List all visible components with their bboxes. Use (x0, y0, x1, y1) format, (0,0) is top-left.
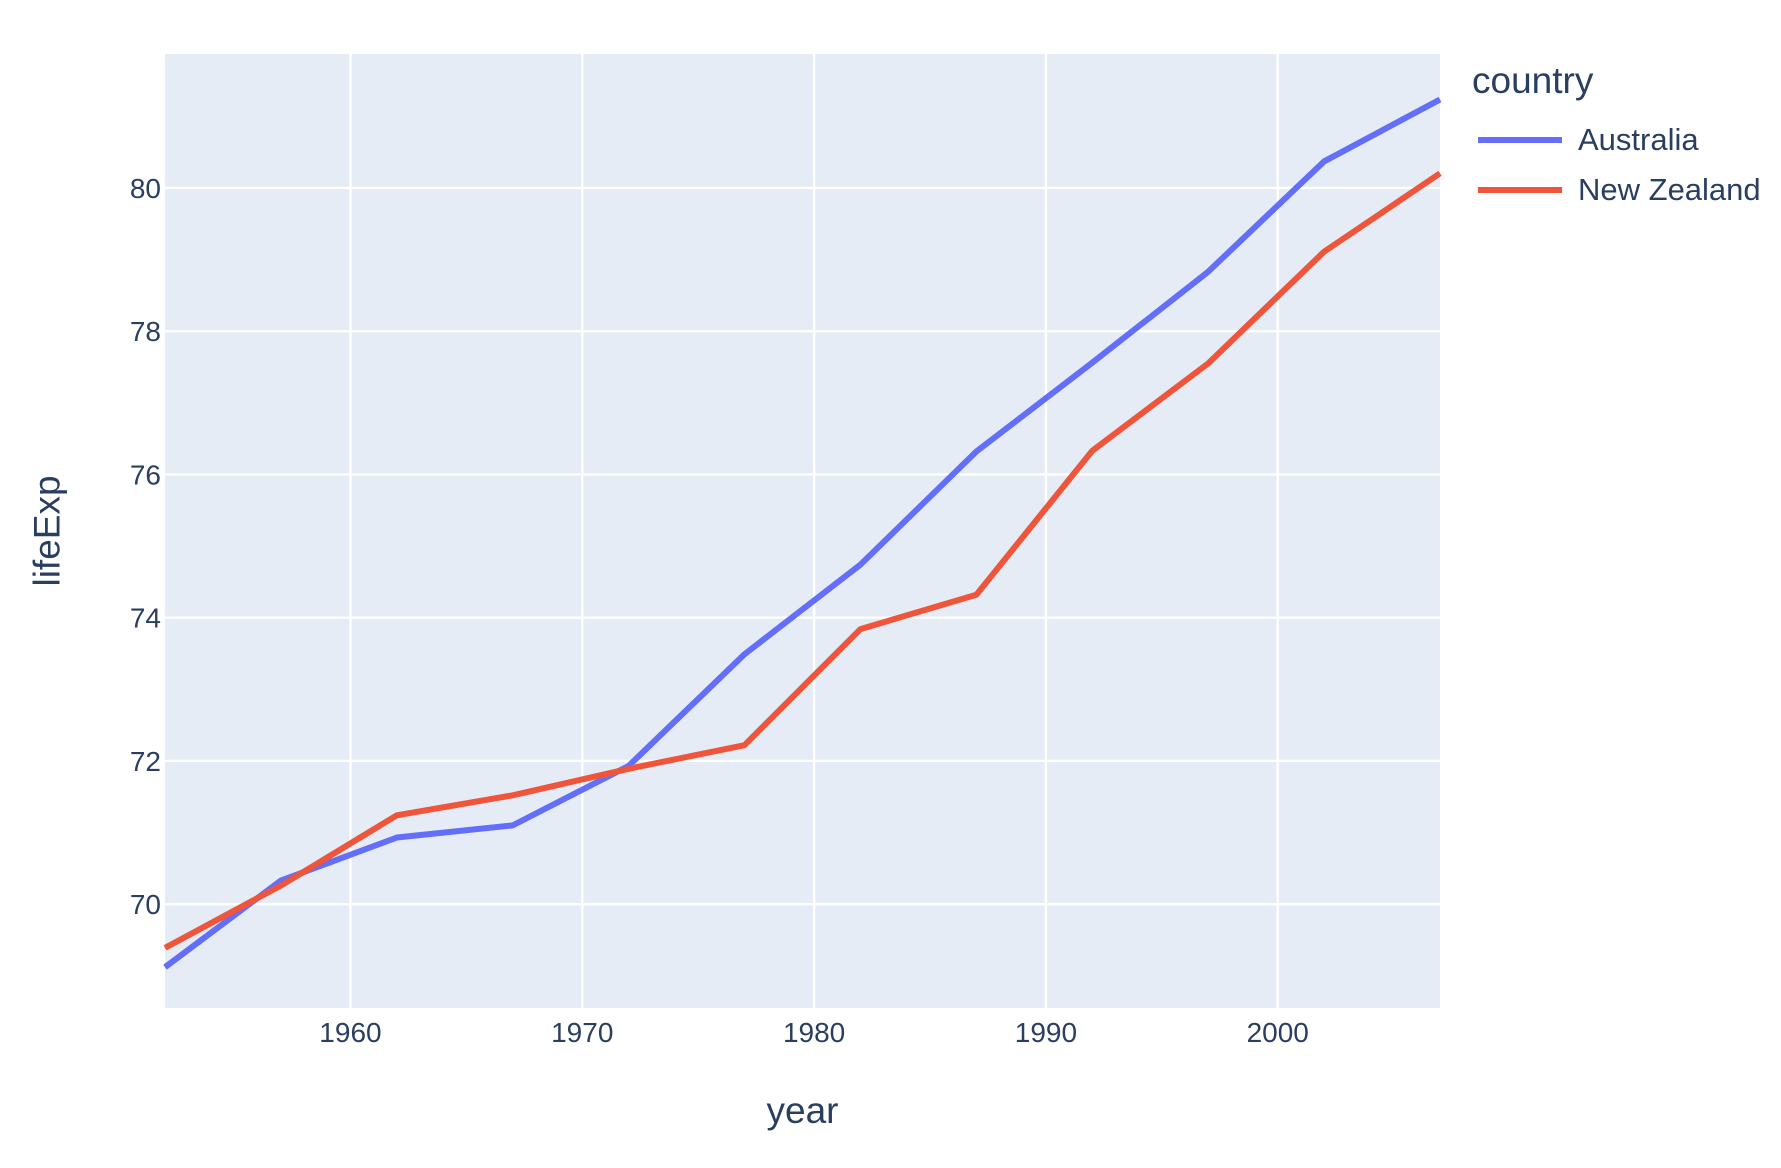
y-axis-title: lifeExp (26, 475, 68, 587)
series-line-australia (163, 96, 1442, 970)
y-tick-label: 78 (130, 316, 161, 347)
legend-swatch-australia (1478, 136, 1562, 143)
series-line-new-zealand (163, 170, 1442, 951)
x-axis-title: year (766, 1090, 839, 1131)
y-tick-label: 76 (130, 459, 161, 490)
plot-background[interactable] (165, 54, 1440, 1008)
y-tick-label: 72 (130, 746, 161, 777)
y-tick-label: 80 (130, 173, 161, 204)
y-tick-label: 70 (130, 889, 161, 920)
x-tick-label: 1980 (783, 1017, 845, 1048)
legend-label-australia: Australia (1578, 121, 1699, 157)
x-tick-label: 2000 (1247, 1017, 1309, 1048)
legend: country Australia New Zealand (1472, 60, 1761, 215)
legend-item-australia[interactable]: Australia (1472, 115, 1761, 165)
legend-title: country (1472, 60, 1594, 101)
legend-swatch-new-zealand (1478, 186, 1562, 193)
legend-items: Australia New Zealand (1472, 115, 1761, 215)
legend-item-new-zealand[interactable]: New Zealand (1472, 165, 1761, 215)
y-tick-label: 74 (130, 603, 161, 634)
x-tick-label: 1970 (551, 1017, 613, 1048)
x-tick-label: 1960 (319, 1017, 381, 1048)
legend-label-new-zealand: New Zealand (1578, 171, 1761, 207)
x-tick-label: 1990 (1015, 1017, 1077, 1048)
